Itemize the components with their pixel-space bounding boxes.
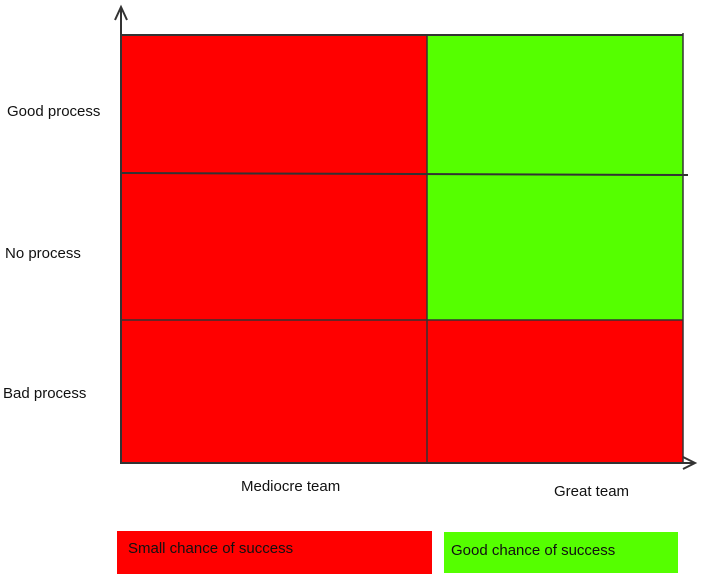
cell-good-process-great-team	[427, 35, 683, 173]
cell-good-process-mediocre-team	[121, 35, 427, 173]
cell-no-process-mediocre-team	[121, 173, 427, 320]
x-axis-arrowhead	[682, 456, 698, 470]
row-label-good-process: Good process	[7, 103, 101, 120]
row-label-no-process: No process	[5, 245, 81, 262]
column-label-great-team: Great team	[554, 483, 630, 500]
legend-small-chance: Small chance of success	[117, 531, 432, 574]
cell-no-process-great-team	[427, 173, 683, 320]
legend-good-chance: Good chance of success	[444, 532, 678, 573]
column-label-mediocre-team: Mediocre team	[241, 478, 341, 495]
cell-bad-process-great-team	[427, 320, 683, 462]
legend-good-chance-label: Good chance of success	[451, 542, 616, 559]
y-axis-arrowhead	[114, 4, 128, 21]
row-label-bad-process: Bad process	[3, 385, 87, 402]
cell-bad-process-mediocre-team	[121, 320, 427, 462]
legend-small-chance-label: Small chance of success	[128, 540, 294, 557]
grid-line-row-1	[120, 172, 689, 176]
